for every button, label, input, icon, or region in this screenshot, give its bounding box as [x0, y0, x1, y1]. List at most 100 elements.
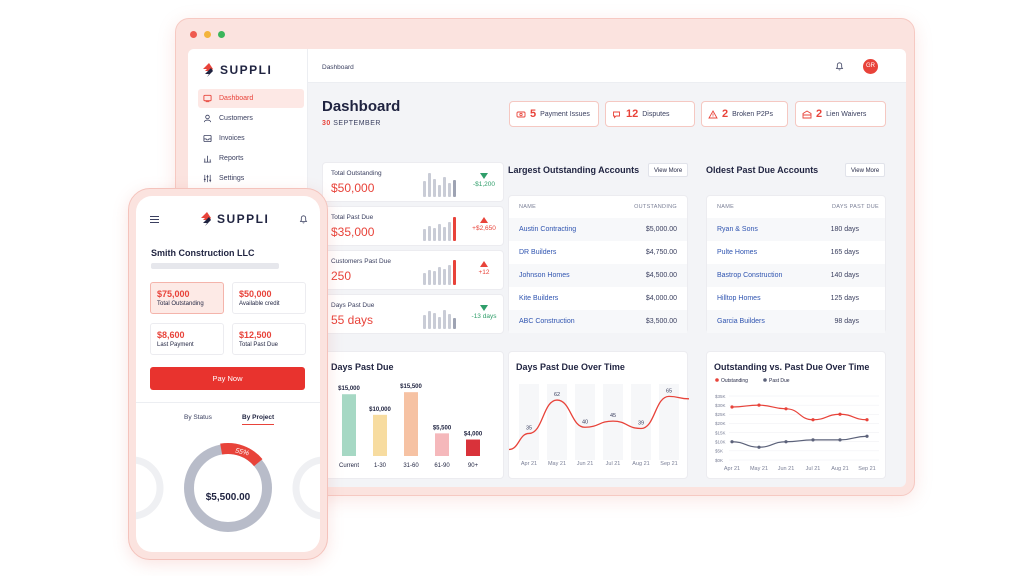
account-value: $3,500.00: [645, 318, 677, 325]
account-value: 165 days: [830, 249, 859, 256]
x-tick-label: May 21: [750, 466, 768, 472]
pay-now-button[interactable]: Pay Now: [150, 367, 305, 390]
table-row[interactable]: Bastrop Construction 140 days: [707, 264, 885, 287]
point-label: 40: [582, 419, 588, 425]
largest-view-more-button[interactable]: View More: [648, 163, 689, 177]
oldest-accounts-title: Oldest Past Due Accounts: [706, 165, 819, 175]
x-tick-label: Apr 21: [724, 466, 740, 472]
kpi-value: 55 days: [331, 313, 374, 327]
table-row[interactable]: Garcia Builders 98 days: [707, 310, 885, 333]
largest-accounts-title: Largest Outstanding Accounts: [508, 165, 640, 175]
kpi-label: Total Outstanding: [331, 170, 382, 177]
tab-by-status[interactable]: By Status: [184, 414, 212, 421]
close-window-button[interactable]: [190, 31, 197, 38]
tab-by-project[interactable]: By Project: [242, 414, 275, 425]
days-past-due-over-time-card: Days Past Due Over Time Apr 21 May 21 Jun …: [508, 351, 689, 479]
brand-logo[interactable]: SUPPLI: [202, 63, 272, 77]
breadcrumb[interactable]: Dashboard: [322, 64, 354, 71]
bar-90+: [466, 439, 480, 456]
sidebar-item-settings[interactable]: Settings: [198, 169, 304, 188]
sidebar-item-label: Customers: [219, 115, 253, 122]
table-row[interactable]: Ryan & Sons 180 days: [707, 218, 885, 241]
sidebar-item-dashboard[interactable]: Dashboard: [198, 89, 304, 108]
minimize-window-button[interactable]: [204, 31, 211, 38]
adjacent-donut-right: [292, 456, 320, 520]
account-name-link[interactable]: Bastrop Construction: [717, 272, 783, 279]
bar-value-label: $15,000: [338, 386, 360, 392]
bell-icon[interactable]: [835, 61, 844, 71]
tile-value: $50,000: [239, 289, 272, 299]
account-name-link[interactable]: Hilltop Homes: [717, 295, 761, 302]
disputes-pill[interactable]: 12 Disputes: [605, 101, 695, 127]
kpi-customers-past-due[interactable]: Customers Past Due 250 +12: [322, 250, 504, 290]
brand-name: SUPPLI: [220, 63, 273, 77]
x-tick-label: Jun 21: [577, 461, 594, 467]
menu-icon[interactable]: [150, 216, 159, 223]
kpi-label: Total Past Due: [331, 214, 374, 221]
x-tick-label: Current: [339, 463, 359, 469]
sidebar-item-reports[interactable]: Reports: [198, 149, 304, 168]
x-tick-label: Aug 21: [632, 461, 649, 467]
bar-Current: [342, 394, 356, 456]
oldest-view-more-button[interactable]: View More: [845, 163, 886, 177]
top-bar: Dashboard GR: [308, 49, 906, 83]
inbox-icon: [203, 134, 212, 143]
account-name-link[interactable]: Pulte Homes: [717, 249, 758, 256]
x-tick-label: Apr 21: [521, 461, 537, 467]
maximize-window-button[interactable]: [218, 31, 225, 38]
table-row[interactable]: Johnson Homes $4,500.00: [509, 264, 687, 287]
bell-icon[interactable]: [299, 214, 308, 224]
payment-issues-pill[interactable]: 5 Payment Issues: [509, 101, 599, 127]
account-name-link[interactable]: ABC Construction: [519, 318, 575, 325]
tile-total-outstanding[interactable]: $75,000 Total Outstanding: [150, 282, 224, 314]
account-name-link[interactable]: Johnson Homes: [519, 272, 570, 279]
table-row[interactable]: ABC Construction $3,500.00: [509, 310, 687, 333]
kpi-total-outstanding[interactable]: Total Outstanding $50,000 -$1,200: [322, 162, 504, 202]
sidebar-item-invoices[interactable]: Invoices: [198, 129, 304, 148]
chart-title: Days Past Due Over Time: [516, 362, 625, 372]
bar-value-label: $4,000: [464, 432, 483, 438]
brand-name: SUPPLI: [217, 212, 270, 226]
account-name-link[interactable]: Austin Contracting: [519, 226, 577, 233]
kpi-days-past-due[interactable]: Days Past Due 55 days -13 days: [322, 294, 504, 334]
users-icon: [203, 114, 212, 123]
account-name-link[interactable]: Ryan & Sons: [717, 226, 758, 233]
table-row[interactable]: Kite Builders $4,000.00: [509, 287, 687, 310]
y-tick-label: $35K: [715, 394, 726, 399]
kpi-total-past-due[interactable]: Total Past Due $35,000 +$2,650: [322, 206, 504, 246]
lien-waivers-pill[interactable]: 2 Lien Waivers: [795, 101, 886, 127]
table-row[interactable]: DR Builders $4,750.00: [509, 241, 687, 264]
tile-total-past-due[interactable]: $12,500 Total Past Due: [232, 323, 306, 355]
bar-value-label: $5,500: [433, 425, 452, 431]
trend-up-icon: [480, 217, 488, 223]
account-name-link[interactable]: Kite Builders: [519, 295, 559, 302]
account-name-link[interactable]: Garcia Builders: [717, 318, 765, 325]
account-value: $4,500.00: [645, 272, 677, 279]
series-point: [838, 438, 842, 442]
broken-p2ps-pill[interactable]: 2 Broken P2Ps: [701, 101, 788, 127]
tile-label: Total Outstanding: [157, 301, 204, 307]
sidebar-item-label: Settings: [219, 175, 245, 182]
mobile-device: SUPPLI Smith Construction LLC $75,000 To…: [128, 188, 328, 560]
bar-chart-icon: [203, 155, 212, 163]
series-line-outstanding: [731, 404, 868, 421]
x-tick-label: Jun 21: [778, 466, 795, 472]
tile-label: Total Past Due: [239, 342, 279, 348]
project-donut-chart: [136, 443, 320, 532]
series-point: [811, 418, 815, 422]
sidebar-item-label: Invoices: [219, 135, 245, 142]
account-value: 140 days: [830, 272, 859, 279]
tile-available-credit[interactable]: $50,000 Available credit: [232, 282, 306, 314]
table-row[interactable]: Austin Contracting $5,000.00: [509, 218, 687, 241]
tile-last-payment[interactable]: $8,600 Last Payment: [150, 323, 224, 355]
table-row[interactable]: Hilltop Homes 125 days: [707, 287, 885, 310]
table-header: NAME OUTSTANDING: [509, 196, 687, 218]
trend-up-icon: [480, 261, 488, 267]
account-name-link[interactable]: DR Builders: [519, 249, 557, 256]
tile-value: $75,000: [157, 289, 190, 299]
sidebar-item-customers[interactable]: Customers: [198, 109, 304, 128]
table-row[interactable]: Pulte Homes 165 days: [707, 241, 885, 264]
avatar[interactable]: GR: [863, 59, 878, 74]
kpi-value: 250: [331, 269, 352, 283]
column-band: [603, 384, 623, 460]
